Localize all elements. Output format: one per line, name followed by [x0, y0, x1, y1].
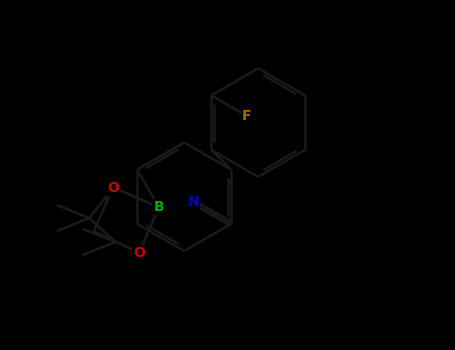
- Text: N: N: [187, 195, 199, 209]
- Text: B: B: [153, 200, 164, 214]
- Text: F: F: [242, 109, 252, 123]
- Text: O: O: [133, 246, 145, 260]
- Text: O: O: [107, 181, 119, 195]
